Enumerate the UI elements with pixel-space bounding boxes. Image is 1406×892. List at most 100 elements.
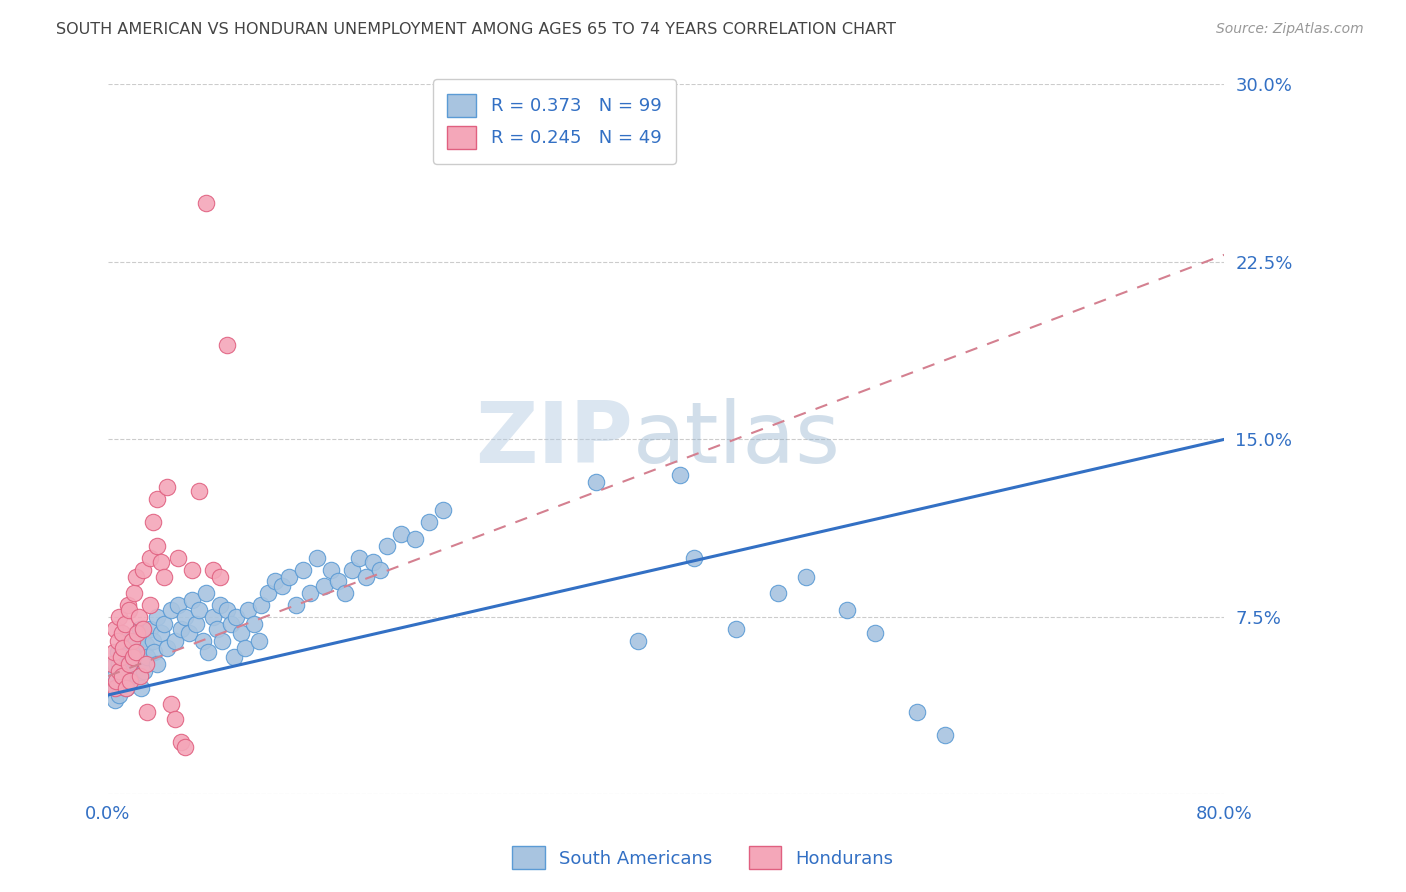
Point — [105, 681, 128, 695]
Point — [132, 563, 155, 577]
Point — [683, 550, 706, 565]
Point — [128, 645, 150, 659]
Point — [110, 650, 132, 665]
Point — [340, 563, 363, 577]
Point — [215, 603, 238, 617]
Point — [794, 569, 817, 583]
Point — [118, 603, 141, 617]
Point — [205, 622, 228, 636]
Point — [104, 692, 127, 706]
Point — [112, 640, 135, 655]
Point — [669, 467, 692, 482]
Point — [150, 626, 173, 640]
Point — [173, 610, 195, 624]
Point — [122, 650, 145, 665]
Point — [299, 586, 322, 600]
Text: ZIP: ZIP — [475, 398, 633, 481]
Point — [108, 665, 131, 679]
Point — [236, 603, 259, 617]
Point — [328, 574, 350, 589]
Point — [125, 657, 148, 672]
Text: SOUTH AMERICAN VS HONDURAN UNEMPLOYMENT AMONG AGES 65 TO 74 YEARS CORRELATION CH: SOUTH AMERICAN VS HONDURAN UNEMPLOYMENT … — [56, 22, 896, 37]
Point — [180, 563, 202, 577]
Point — [132, 657, 155, 672]
Point — [201, 563, 224, 577]
Point — [187, 603, 209, 617]
Point — [201, 610, 224, 624]
Point — [211, 633, 233, 648]
Point — [101, 657, 124, 672]
Point — [111, 669, 134, 683]
Point — [163, 712, 186, 726]
Point — [278, 569, 301, 583]
Point — [107, 633, 129, 648]
Point — [724, 622, 747, 636]
Point — [333, 586, 356, 600]
Point — [115, 681, 138, 695]
Point — [194, 586, 217, 600]
Point — [139, 550, 162, 565]
Point — [197, 645, 219, 659]
Point — [125, 569, 148, 583]
Point — [120, 673, 142, 688]
Point — [515, 125, 537, 139]
Legend: South Americans, Hondurans: South Americans, Hondurans — [503, 838, 903, 879]
Point — [184, 617, 207, 632]
Point — [105, 673, 128, 688]
Point — [125, 633, 148, 648]
Point — [143, 645, 166, 659]
Point — [155, 480, 177, 494]
Point — [104, 681, 127, 695]
Point — [225, 610, 247, 624]
Point — [152, 617, 174, 632]
Point — [187, 484, 209, 499]
Point — [219, 617, 242, 632]
Point — [166, 598, 188, 612]
Point — [271, 579, 294, 593]
Point — [163, 633, 186, 648]
Point — [129, 622, 152, 636]
Point — [159, 603, 181, 617]
Text: Source: ZipAtlas.com: Source: ZipAtlas.com — [1216, 22, 1364, 37]
Point — [375, 539, 398, 553]
Point — [180, 593, 202, 607]
Point — [166, 550, 188, 565]
Point — [135, 657, 157, 672]
Point — [250, 598, 273, 612]
Point — [368, 563, 391, 577]
Point — [136, 650, 159, 665]
Point — [127, 669, 149, 683]
Point — [127, 626, 149, 640]
Point — [292, 563, 315, 577]
Point — [418, 515, 440, 529]
Point — [129, 669, 152, 683]
Point — [146, 657, 169, 672]
Point — [404, 532, 426, 546]
Point — [347, 550, 370, 565]
Point — [150, 556, 173, 570]
Point — [155, 640, 177, 655]
Point — [169, 622, 191, 636]
Point — [134, 665, 156, 679]
Point — [257, 586, 280, 600]
Point — [108, 657, 131, 672]
Point — [314, 579, 336, 593]
Point — [243, 617, 266, 632]
Point — [229, 626, 252, 640]
Point — [247, 633, 270, 648]
Point — [131, 681, 153, 695]
Point — [125, 645, 148, 659]
Point — [307, 550, 329, 565]
Point — [169, 735, 191, 749]
Point — [118, 633, 141, 648]
Point — [146, 539, 169, 553]
Point — [934, 728, 956, 742]
Point — [142, 633, 165, 648]
Point — [122, 665, 145, 679]
Point — [173, 739, 195, 754]
Point — [118, 669, 141, 683]
Point — [389, 527, 412, 541]
Point — [114, 640, 136, 655]
Point — [233, 640, 256, 655]
Point — [191, 633, 214, 648]
